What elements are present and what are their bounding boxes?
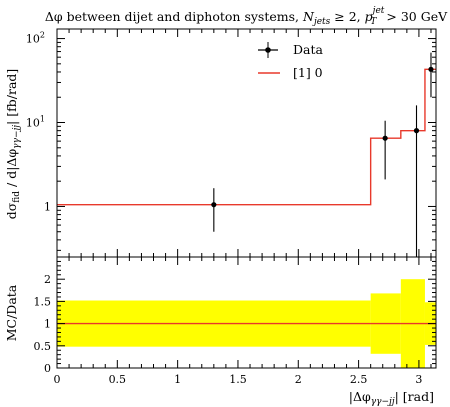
y-tick-label: 1 [44, 200, 51, 213]
main-plot-area [57, 52, 436, 257]
legend-label-data: Data [293, 42, 323, 57]
ratio-y-tick-label: 0.5 [34, 340, 52, 353]
ratio-panel-frame [56, 256, 437, 369]
legend: Data [1] 0 [258, 42, 323, 80]
main-y-axis: 1 101 102 [26, 31, 436, 251]
legend-label-mc: [1] 0 [293, 65, 323, 80]
main-panel-frame [56, 28, 437, 258]
y-tick-label: 101 [26, 115, 45, 130]
ratio-y-tick-label: 1.5 [34, 295, 52, 308]
x-axis-label: |Δφγγ−jj| [rad] [349, 389, 434, 407]
ratio-y-tick-label: 1 [44, 318, 51, 331]
x-tick-label: 2.5 [350, 373, 368, 386]
ratio-y-axis-label: MC/Data [4, 284, 19, 341]
data-point [428, 66, 434, 72]
x-tick-label: 2 [295, 373, 302, 386]
x-tick-label: 3 [415, 373, 422, 386]
main-panel: 1 101 102 dσfid / d|Δφγγ−jj| [fb/rad] Data… [4, 28, 437, 258]
ratio-y-axis: 0 0.5 1 1.5 2 [34, 260, 436, 375]
x-tick-label: 0.5 [109, 373, 127, 386]
chart-title: Δφ between dijet and diphoton systems, N… [45, 6, 448, 27]
x-tick-label: 1.5 [229, 373, 247, 386]
ratio-y-tick-label: 0 [44, 362, 51, 375]
y-tick-label: 102 [26, 31, 45, 46]
x-tick-label: 1 [174, 373, 181, 386]
main-y-axis-label: dσfid / d|Δφγγ−jj| [fb/rad] [4, 69, 22, 220]
data-point [382, 135, 388, 141]
legend-data-marker [265, 47, 271, 53]
data-point [211, 202, 217, 208]
legend-entry-mc: [1] 0 [258, 65, 323, 80]
ratio-y-tick-label: 2 [44, 273, 51, 286]
mc-step-line [57, 68, 436, 206]
ratio-plot-area [57, 279, 436, 368]
data-point [413, 128, 420, 134]
legend-entry-data: Data [258, 42, 323, 58]
ratio-panel: 0 0.5 1 1.5 2 0 0.5 1 1.5 2 2.5 3 MC/Data |Δφγγ−jj… [4, 29, 437, 407]
x-tick-label: 0 [54, 373, 61, 386]
x-axis: 0 0.5 1 1.5 2 2.5 3 [54, 29, 432, 386]
